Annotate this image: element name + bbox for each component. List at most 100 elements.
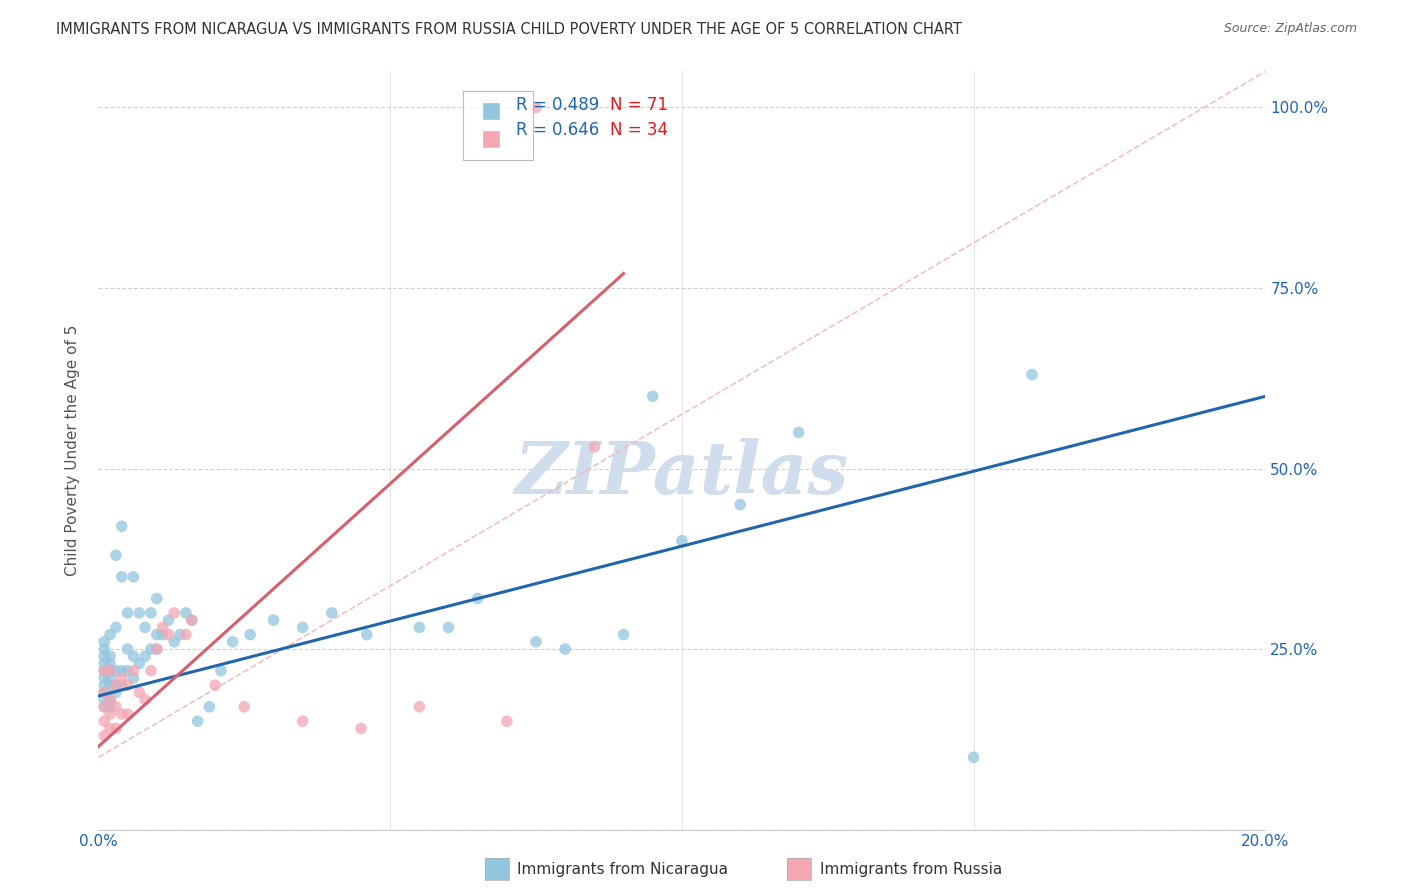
Point (93, 664, 115, 678)
Point (209, 664, 232, 678)
Point (93, 729, 115, 743)
Point (93, 685, 115, 699)
Point (122, 664, 145, 678)
Point (134, 620, 156, 634)
Point (180, 613, 202, 627)
Point (104, 548, 127, 562)
Point (146, 642, 169, 657)
Point (98, 664, 121, 678)
Point (437, 620, 460, 634)
Point (467, 591, 489, 606)
Point (93, 671, 115, 685)
Point (98, 649, 121, 664)
Point (93, 692, 115, 706)
Point (93, 642, 115, 657)
Point (111, 519, 134, 533)
Point (98, 657, 121, 671)
Point (98, 706, 121, 721)
Point (146, 627, 169, 641)
Point (98, 722, 121, 736)
Point (408, 620, 430, 634)
Point (117, 664, 139, 678)
Point (98, 692, 121, 706)
Text: Immigrants from Nicaragua: Immigrants from Nicaragua (517, 863, 728, 877)
Point (198, 699, 221, 714)
Point (128, 606, 150, 620)
Point (111, 678, 134, 692)
Point (962, 750, 984, 764)
Point (122, 649, 145, 664)
Text: N = 71: N = 71 (610, 95, 668, 113)
Legend:  ,  : , (463, 91, 533, 161)
Point (98, 627, 121, 641)
Point (239, 627, 262, 641)
Point (152, 620, 174, 634)
Point (612, 627, 634, 641)
Point (104, 678, 127, 692)
Point (291, 620, 314, 634)
Point (98, 678, 121, 692)
Point (122, 671, 145, 685)
Point (408, 699, 430, 714)
Point (730, 498, 752, 512)
Text: R = 0.489: R = 0.489 (516, 95, 599, 113)
Point (111, 664, 134, 678)
Point (174, 606, 197, 620)
Point (157, 627, 180, 641)
Text: Source: ZipAtlas.com: Source: ZipAtlas.com (1223, 22, 1357, 36)
Point (117, 606, 139, 620)
Point (787, 425, 810, 440)
Point (221, 635, 243, 649)
Point (117, 706, 139, 721)
Point (117, 678, 139, 692)
Point (180, 613, 202, 627)
Text: IMMIGRANTS FROM NICARAGUA VS IMMIGRANTS FROM RUSSIA CHILD POVERTY UNDER THE AGE : IMMIGRANTS FROM NICARAGUA VS IMMIGRANTS … (56, 22, 962, 37)
Point (496, 714, 519, 729)
Point (350, 722, 373, 736)
Point (104, 678, 127, 692)
Point (157, 613, 180, 627)
Point (104, 664, 127, 678)
Point (174, 627, 197, 641)
Point (104, 722, 127, 736)
Point (98, 671, 121, 685)
Point (641, 389, 664, 403)
Point (152, 627, 174, 641)
Point (104, 699, 127, 714)
Point (111, 570, 134, 584)
Point (93, 699, 115, 714)
Point (1021, 368, 1043, 382)
Point (524, 635, 547, 649)
Point (93, 649, 115, 664)
Point (262, 613, 284, 627)
Point (93, 664, 115, 678)
Point (671, 533, 693, 548)
Point (524, 100, 547, 114)
Point (187, 714, 209, 729)
Point (146, 591, 169, 606)
Point (117, 642, 139, 657)
Point (291, 714, 314, 729)
Point (163, 635, 186, 649)
Point (321, 606, 343, 620)
Point (93, 714, 115, 729)
Point (146, 642, 169, 657)
Point (169, 627, 191, 641)
Text: N = 34: N = 34 (610, 120, 668, 138)
Point (128, 685, 150, 699)
Text: ZIPatlas: ZIPatlas (515, 438, 849, 508)
Point (139, 664, 162, 678)
Text: Immigrants from Russia: Immigrants from Russia (820, 863, 1002, 877)
Point (93, 685, 115, 699)
Point (233, 699, 256, 714)
Point (98, 699, 121, 714)
Point (139, 606, 162, 620)
Point (554, 642, 576, 657)
Point (122, 570, 145, 584)
Point (98, 664, 121, 678)
Point (111, 706, 134, 721)
Point (356, 627, 378, 641)
Point (93, 657, 115, 671)
Point (111, 671, 134, 685)
Point (204, 678, 226, 692)
